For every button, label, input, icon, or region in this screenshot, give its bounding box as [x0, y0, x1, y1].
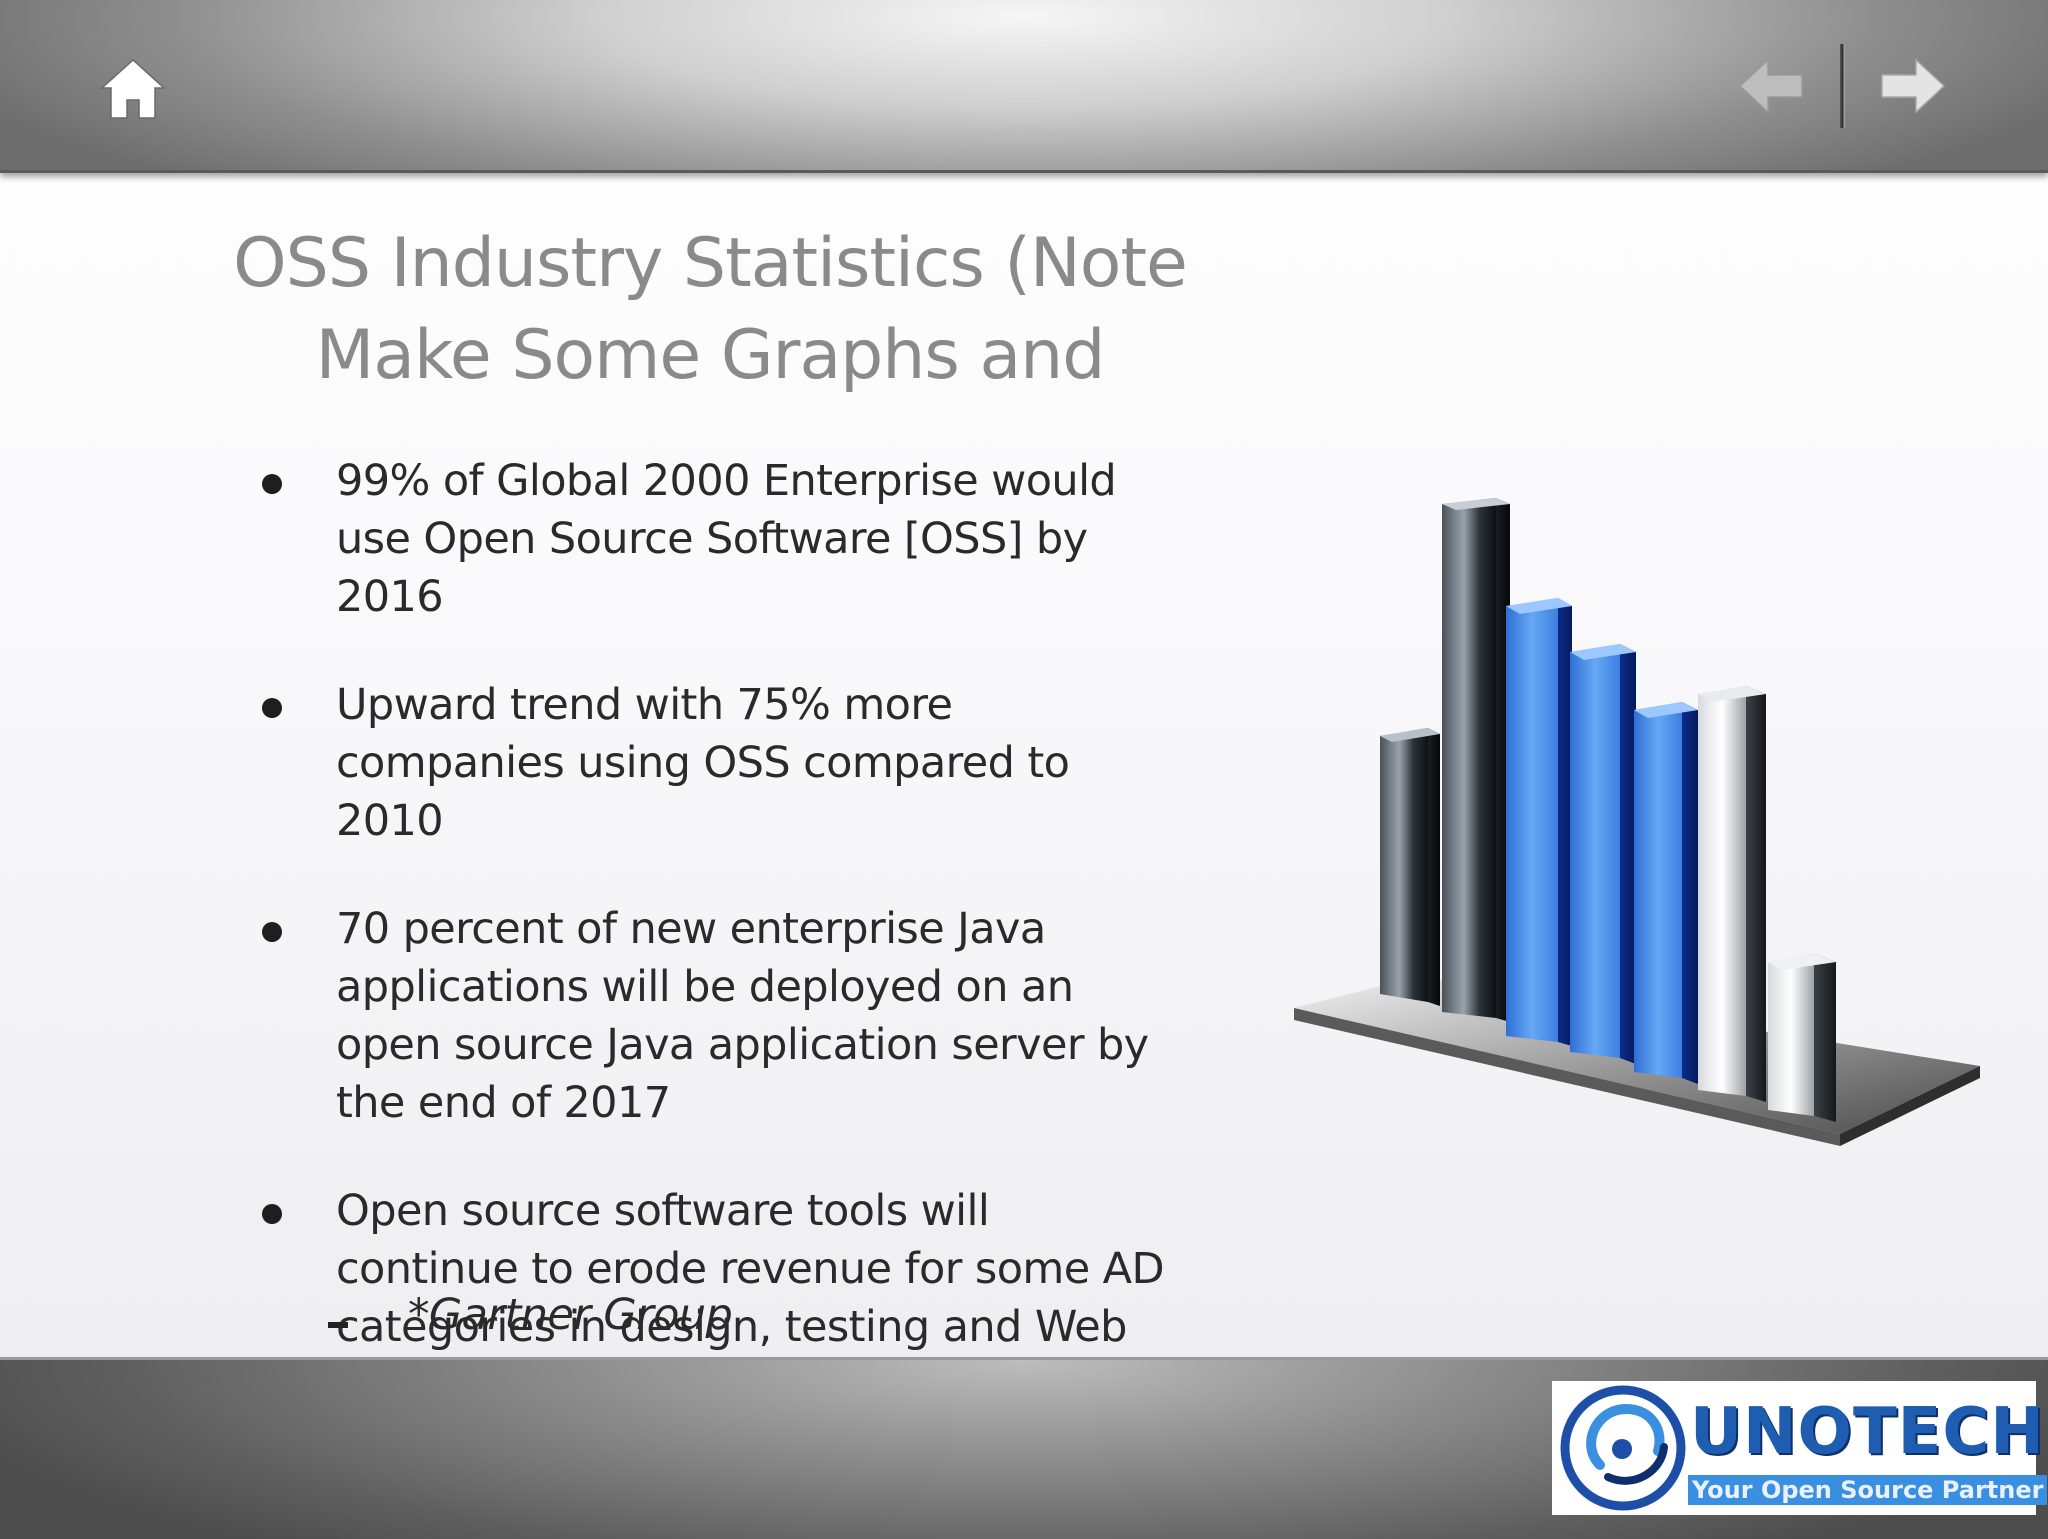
logo-tagline: Your Open Source Partner — [1688, 1475, 2048, 1505]
bullet-list: 99% of Global 2000 Enterprise would use … — [258, 452, 1178, 1464]
bullet-text: 99% of Global 2000 Enterprise would use … — [336, 456, 1117, 622]
home-icon[interactable] — [100, 58, 166, 120]
slide-title: OSS Industry Statistics (Note Make Some … — [230, 218, 1190, 402]
bullet-dot — [262, 474, 282, 494]
bar-chart-3d-icon — [1294, 498, 1980, 1146]
swirl-logo-icon — [1560, 1385, 1686, 1511]
slide-title-line1: OSS Industry Statistics (Note — [233, 224, 1188, 303]
arrow-left-icon[interactable] — [1738, 56, 1804, 116]
nav-separator — [1840, 44, 1845, 128]
unotech-logo: UNOTECH Your Open Source Partner — [1552, 1381, 2048, 1515]
bullet-dot — [262, 698, 282, 718]
bullet-text: 70 percent of new enterprise Java applic… — [336, 904, 1149, 1128]
bullet-dot — [262, 922, 282, 942]
arrow-right-icon[interactable] — [1880, 56, 1946, 116]
slide-title-line2: Make Some Graphs and — [315, 316, 1106, 395]
bullet-text: Upward trend with 75% more companies usi… — [336, 680, 1070, 846]
bullet-item: 99% of Global 2000 Enterprise would use … — [258, 452, 1178, 626]
source-citation: *Gartner Group — [328, 1290, 733, 1340]
source-text: *Gartner Group — [408, 1290, 733, 1340]
bullet-item: Upward trend with 75% more companies usi… — [258, 676, 1178, 850]
bullet-dot — [262, 1204, 282, 1224]
top-toolbar — [0, 0, 2048, 173]
logo-brand: UNOTECH — [1690, 1395, 2045, 1469]
dash-marker — [328, 1322, 348, 1328]
bullet-item: 70 percent of new enterprise Java applic… — [258, 900, 1178, 1132]
